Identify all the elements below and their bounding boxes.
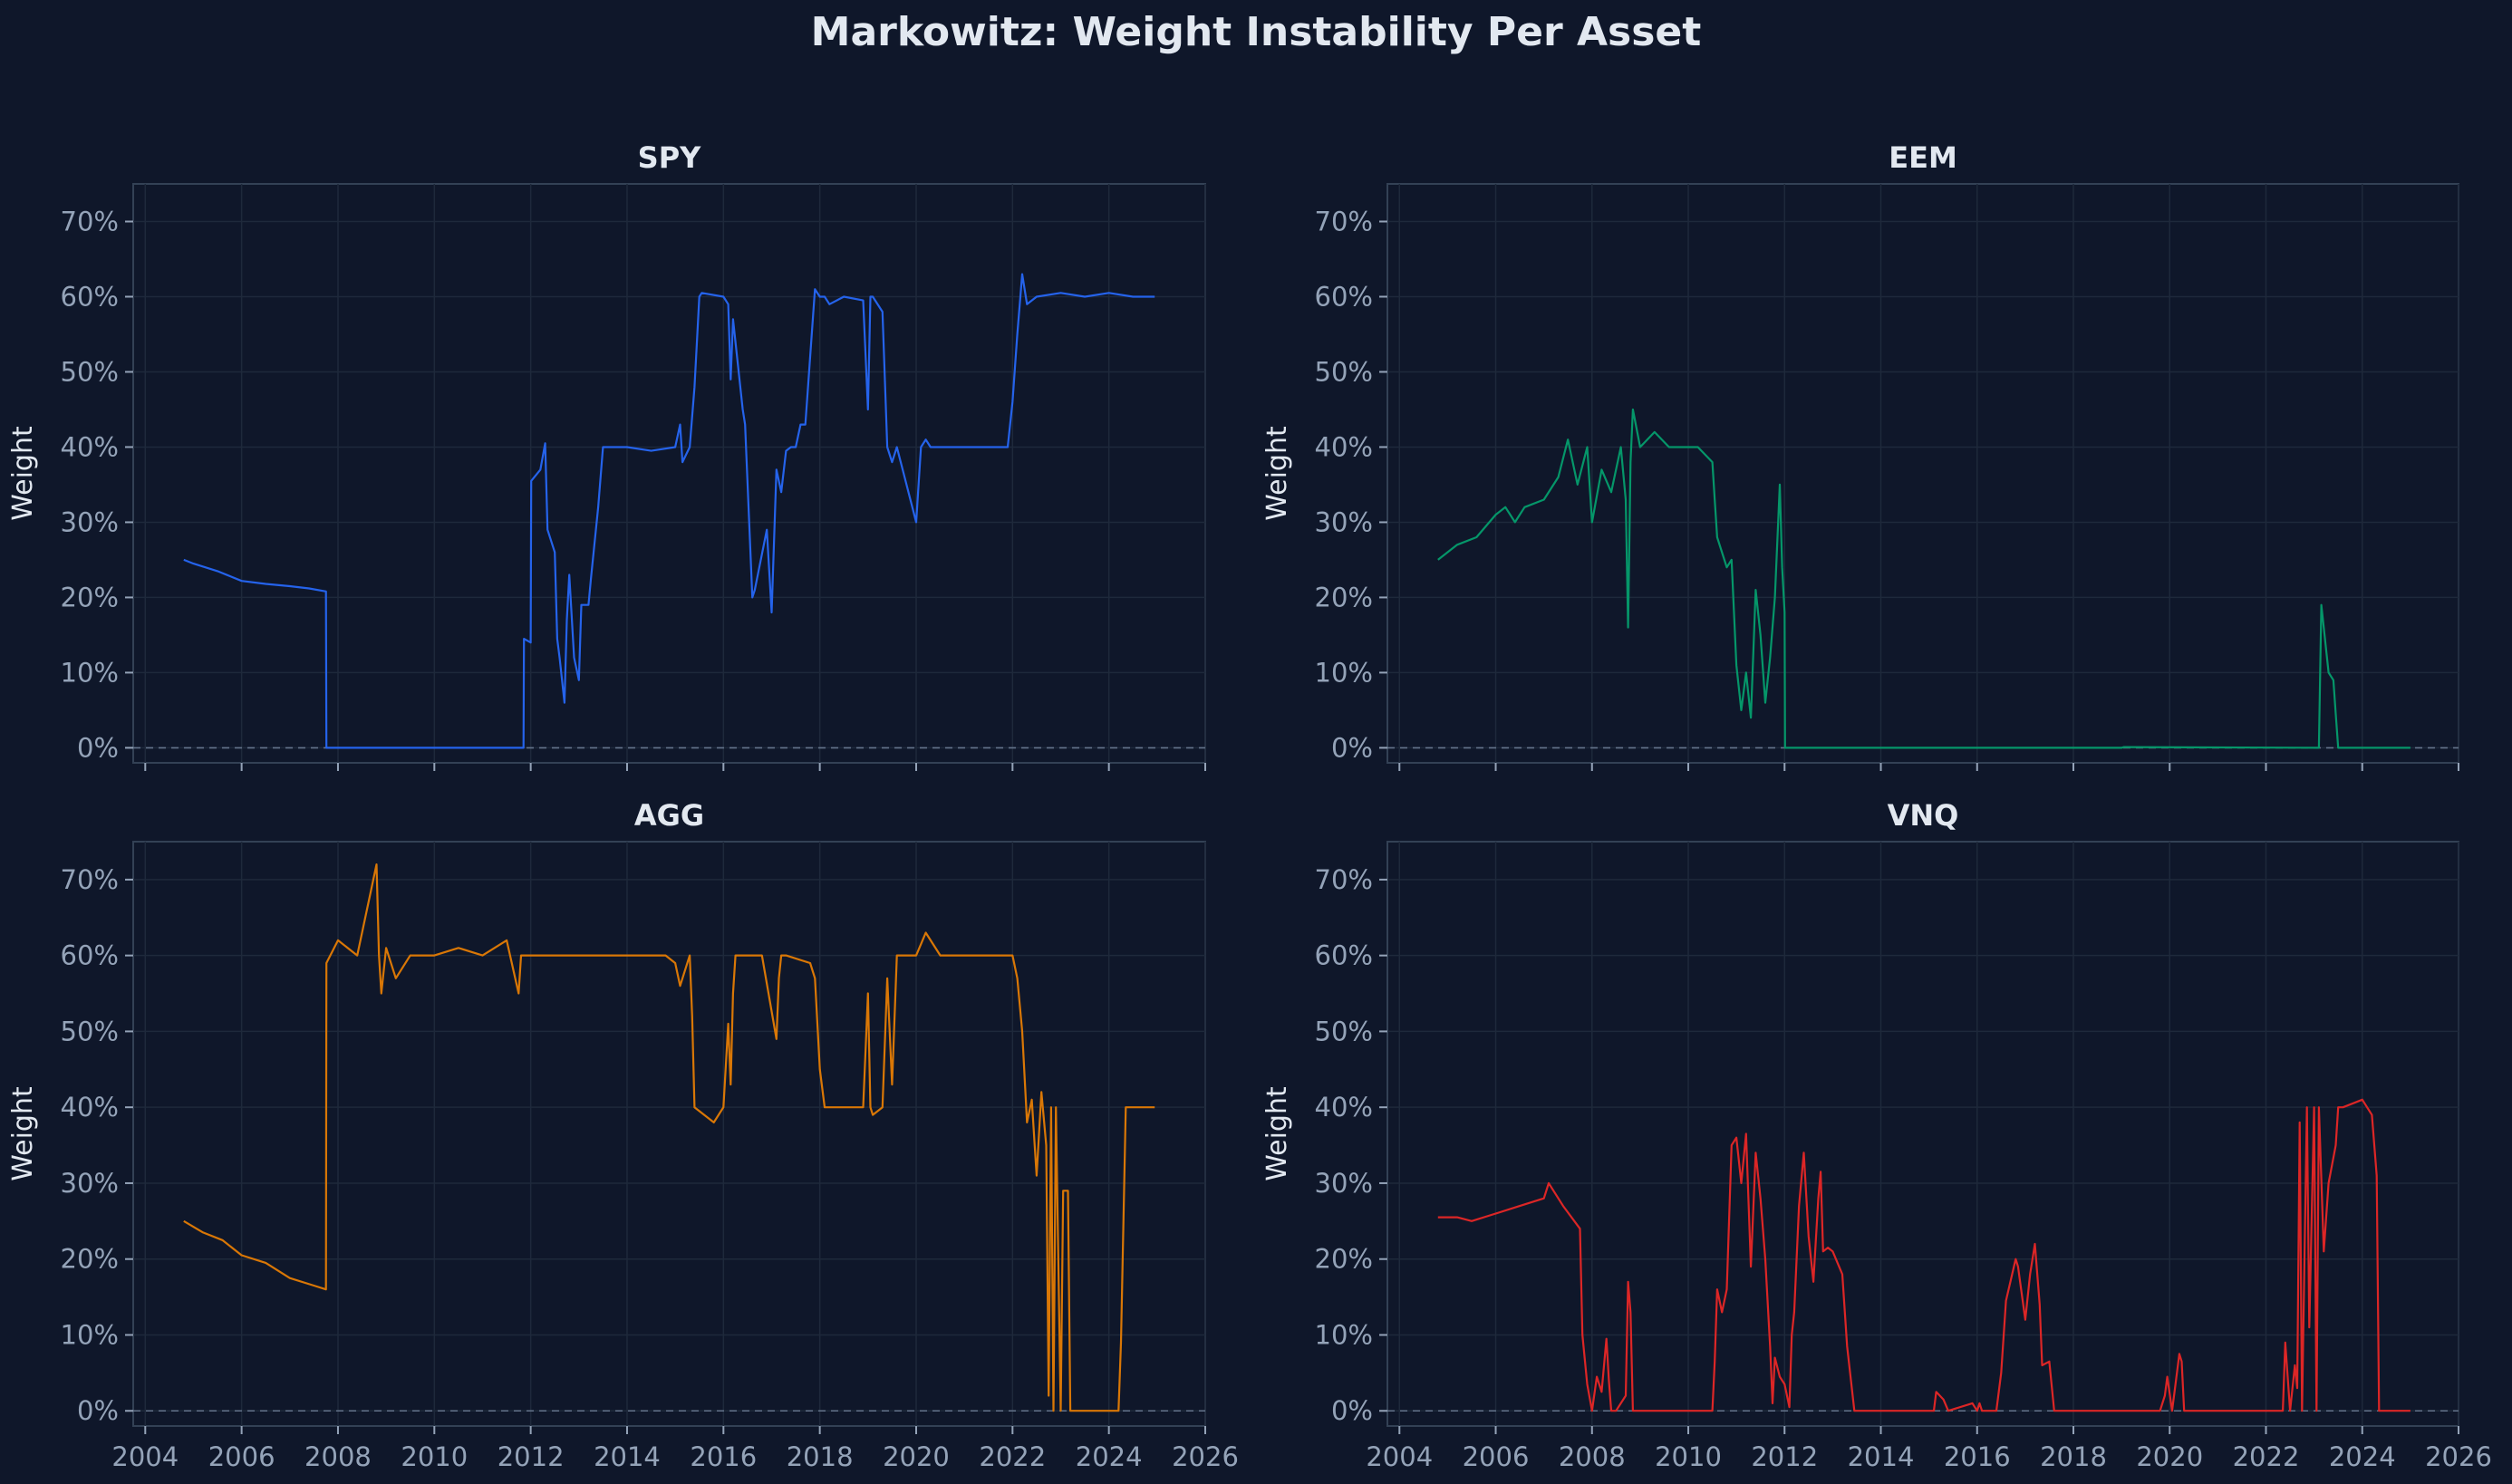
x-tick-label: 2014 bbox=[594, 1441, 661, 1472]
x-tick-label: 2018 bbox=[787, 1441, 854, 1472]
y-tick-label: 10% bbox=[1315, 1319, 1373, 1350]
y-tick-label: 30% bbox=[61, 506, 119, 537]
x-tick-label: 2020 bbox=[883, 1441, 950, 1472]
y-tick-label: 0% bbox=[1331, 1395, 1373, 1426]
y-axis-label: Weight bbox=[1261, 1086, 1293, 1181]
y-tick-label: 30% bbox=[1315, 506, 1373, 537]
y-tick-label: 10% bbox=[1315, 657, 1373, 688]
series-line-spy bbox=[183, 273, 1155, 749]
subplot-spy: 0% 10% 20% 30% 40% 50% 60% 70% SPY Weight bbox=[7, 140, 1206, 771]
plot-area bbox=[132, 841, 1206, 1427]
y-tick-label: 40% bbox=[61, 431, 119, 462]
x-tick-label: 2004 bbox=[111, 1441, 179, 1472]
y-tick-label: 70% bbox=[61, 206, 119, 236]
y-tick-label: 50% bbox=[61, 356, 119, 387]
subplot-title: EEM bbox=[1889, 140, 1957, 175]
y-axis-label: Weight bbox=[7, 1086, 39, 1181]
y-tick-label: 20% bbox=[61, 582, 119, 612]
subplot-title: VNQ bbox=[1888, 798, 1959, 833]
x-tick-label: 2006 bbox=[1463, 1441, 1530, 1472]
subplot-title: SPY bbox=[638, 140, 702, 175]
x-tick-label: 2024 bbox=[2329, 1441, 2396, 1472]
x-tick-label: 2006 bbox=[208, 1441, 275, 1472]
y-tick-label: 70% bbox=[1315, 864, 1373, 895]
y-tick-label: 50% bbox=[1315, 1016, 1373, 1046]
subplot-eem: 0% 10% 20% 30% 40% 50% 60% 70% EEM Weight bbox=[1261, 140, 2459, 771]
y-tick-label: 50% bbox=[1315, 356, 1373, 387]
y-tick-label: 40% bbox=[1315, 1092, 1373, 1123]
y-tick-label: 10% bbox=[61, 657, 119, 688]
x-tick-label: 2020 bbox=[2136, 1441, 2203, 1472]
plot-area bbox=[1386, 183, 2459, 764]
y-tick-label: 40% bbox=[1315, 431, 1373, 462]
x-tick-label: 2014 bbox=[1848, 1441, 1915, 1472]
x-tick-label: 2008 bbox=[304, 1441, 372, 1472]
x-tick-label: 2022 bbox=[2233, 1441, 2300, 1472]
x-tick-label: 2018 bbox=[2040, 1441, 2107, 1472]
y-tick-label: 60% bbox=[61, 281, 119, 312]
x-tick-label: 2012 bbox=[498, 1441, 565, 1472]
y-tick-label: 60% bbox=[61, 940, 119, 971]
x-tick-label: 2012 bbox=[1751, 1441, 1818, 1472]
y-tick-label: 30% bbox=[61, 1168, 119, 1199]
series-line-vnq bbox=[1437, 1098, 2411, 1412]
y-tick-label: 60% bbox=[1315, 281, 1373, 312]
y-axis-label: Weight bbox=[1261, 426, 1293, 521]
y-tick-label: 0% bbox=[77, 732, 119, 763]
y-tick-label: 20% bbox=[61, 1244, 119, 1275]
subplot-title: AGG bbox=[634, 798, 704, 833]
x-tick-label: 2016 bbox=[1944, 1441, 2011, 1472]
x-tick-label: 2008 bbox=[1559, 1441, 1626, 1472]
x-tick-label: 2010 bbox=[401, 1441, 468, 1472]
y-tick-label: 0% bbox=[1331, 732, 1373, 763]
y-tick-label: 50% bbox=[61, 1016, 119, 1046]
series-line-agg bbox=[183, 863, 1155, 1412]
figure-title: Markowitz: Weight Instability Per Asset bbox=[810, 9, 1702, 55]
y-tick-label: 0% bbox=[77, 1395, 119, 1426]
subplot-agg: 0% 10% 20% 30% 40% 50% 60% 70% 2004 2006 2008 2010 2… bbox=[7, 798, 1239, 1472]
plot-area bbox=[132, 183, 1206, 764]
x-tick-label: 2004 bbox=[1366, 1441, 1433, 1472]
y-tick-label: 70% bbox=[1315, 206, 1373, 236]
subplot-vnq: 0% 10% 20% 30% 40% 50% 60% 70% 2004 2006 2008 2010 2… bbox=[1261, 798, 2492, 1472]
y-tick-label: 20% bbox=[1315, 1244, 1373, 1275]
y-tick-label: 20% bbox=[1315, 582, 1373, 612]
x-tick-label: 2016 bbox=[690, 1441, 757, 1472]
plot-area bbox=[1386, 841, 2459, 1427]
x-tick-label: 2010 bbox=[1655, 1441, 1722, 1472]
y-tick-label: 30% bbox=[1315, 1168, 1373, 1199]
y-tick-label: 10% bbox=[61, 1319, 119, 1350]
y-tick-label: 70% bbox=[61, 864, 119, 895]
x-tick-label: 2024 bbox=[1076, 1441, 1143, 1472]
x-tick-label: 2026 bbox=[2425, 1441, 2492, 1472]
x-tick-label: 2026 bbox=[1172, 1441, 1239, 1472]
y-tick-label: 60% bbox=[1315, 940, 1373, 971]
y-axis-label: Weight bbox=[7, 426, 39, 521]
x-tick-label: 2022 bbox=[979, 1441, 1046, 1472]
y-tick-label: 40% bbox=[61, 1092, 119, 1123]
series-line-eem bbox=[1437, 408, 2411, 749]
